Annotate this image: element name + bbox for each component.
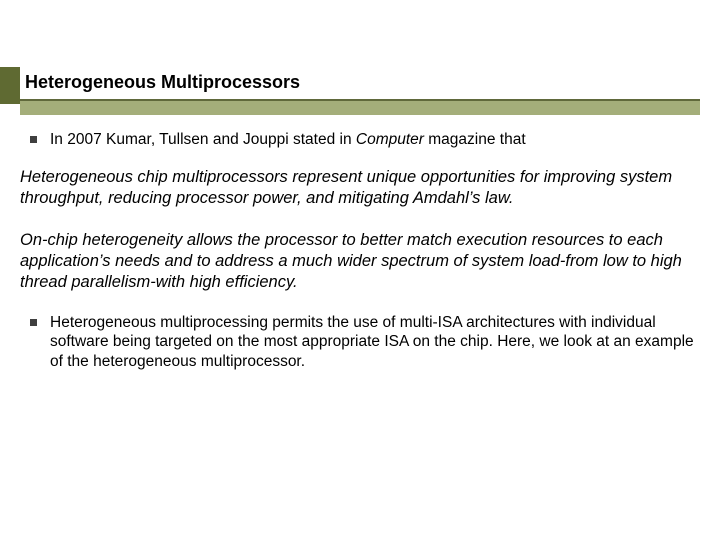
quote-paragraph-2: On-chip heterogeneity allows the process… bbox=[20, 230, 700, 293]
slide-body: In 2007 Kumar, Tullsen and Jouppi stated… bbox=[20, 130, 700, 389]
quote-paragraph-1: Heterogeneous chip multiprocessors repre… bbox=[20, 167, 700, 209]
bullet-text: In 2007 Kumar, Tullsen and Jouppi stated… bbox=[50, 130, 526, 149]
title-rule-band bbox=[20, 101, 700, 115]
slide-title: Heterogeneous Multiprocessors bbox=[25, 72, 300, 93]
bullet-1-suffix: magazine that bbox=[424, 131, 526, 148]
magazine-name: Computer bbox=[356, 131, 424, 148]
bullet-text: Heterogeneous multiprocessing permits th… bbox=[50, 313, 700, 371]
bullet-item: Heterogeneous multiprocessing permits th… bbox=[20, 313, 700, 371]
title-accent-block bbox=[0, 67, 20, 104]
square-bullet-icon bbox=[30, 136, 37, 143]
slide: Heterogeneous Multiprocessors In 2007 Ku… bbox=[0, 0, 720, 540]
square-bullet-icon bbox=[30, 319, 37, 326]
bullet-1-prefix: In 2007 Kumar, Tullsen and Jouppi stated… bbox=[50, 131, 356, 148]
bullet-item: In 2007 Kumar, Tullsen and Jouppi stated… bbox=[20, 130, 700, 149]
